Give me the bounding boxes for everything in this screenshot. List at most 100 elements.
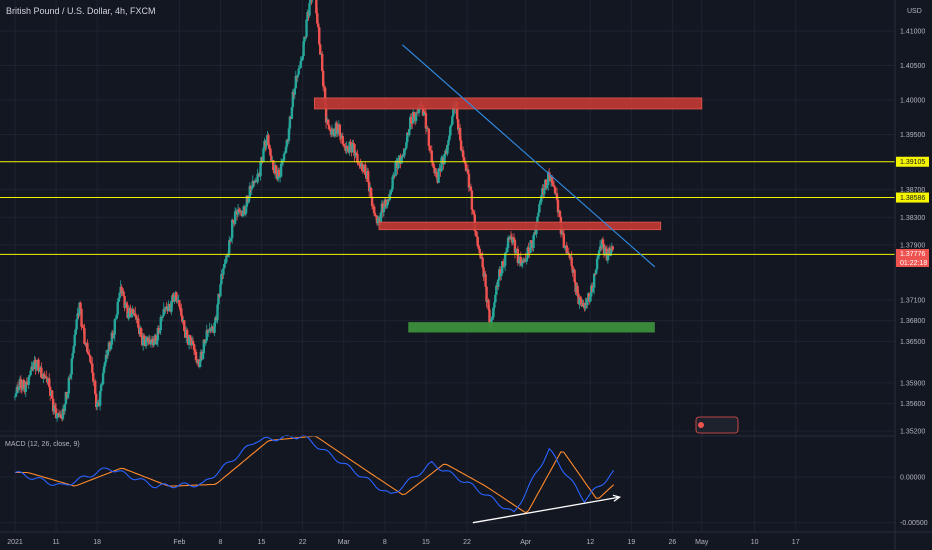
candle-body	[272, 160, 275, 170]
candle-body	[102, 366, 106, 373]
candle-body	[459, 140, 463, 151]
candle-body	[156, 328, 160, 341]
candle-body	[188, 335, 192, 338]
candle-body	[506, 237, 510, 249]
zones-layer	[313, 97, 703, 333]
candle-body	[525, 258, 528, 262]
currency-label: USD	[907, 8, 922, 15]
candle-body	[296, 74, 299, 78]
candle-body	[609, 250, 613, 256]
time-tick-label: 18	[93, 539, 101, 546]
candle-body	[315, 0, 318, 14]
level-tag-box	[896, 156, 929, 167]
candle-body	[458, 127, 462, 141]
candle-body	[367, 181, 371, 192]
candle-body	[516, 248, 520, 263]
candle-body	[75, 319, 78, 330]
divergence-arrow	[472, 496, 620, 524]
candle-body	[63, 404, 67, 411]
candle-body	[158, 330, 161, 334]
candle-body	[472, 212, 476, 215]
candle-body	[319, 44, 322, 55]
candle-body	[298, 67, 301, 69]
indicator-badge[interactable]	[695, 416, 739, 434]
current-price-value: 1.37776	[900, 251, 925, 258]
candle-body	[371, 206, 375, 207]
candle-body	[335, 123, 339, 134]
candle-body	[376, 218, 380, 224]
candle-body	[52, 405, 56, 412]
candle-body	[385, 204, 388, 207]
candle-body	[462, 157, 466, 162]
candle-body	[304, 36, 307, 38]
macd-tick-label: 0.00000	[900, 475, 925, 482]
candle-body	[586, 299, 589, 306]
candle-body	[268, 144, 271, 149]
candle-body	[450, 124, 453, 127]
candle-body	[478, 248, 481, 254]
candle-body	[22, 379, 26, 389]
candle-body	[563, 247, 567, 249]
candle-body	[567, 252, 570, 254]
candle-body	[316, 13, 319, 24]
candle-body	[106, 349, 110, 356]
price-tick-label: 1.38700	[900, 187, 925, 194]
candle-body	[481, 257, 484, 268]
candle-body	[41, 377, 44, 379]
candle-body	[19, 379, 23, 389]
price-tick-label: 1.37100	[900, 298, 925, 305]
candle-body	[37, 359, 40, 372]
candle-body	[346, 146, 349, 149]
resistance-zone	[378, 221, 662, 231]
candle-body	[181, 315, 184, 322]
candle-body	[135, 315, 138, 320]
candle-body	[51, 398, 55, 412]
candle-body	[540, 195, 543, 203]
candle-body	[90, 362, 93, 364]
candle-body	[539, 202, 542, 205]
candle-body	[565, 245, 568, 254]
time-axis[interactable]: 2021 11 18 Feb 8 15 22 Mar 8 15 22 Apr 12 19 26 May 10 17	[7, 539, 799, 546]
candle-body	[114, 318, 117, 320]
candle-body	[28, 375, 31, 377]
candle-body	[449, 126, 452, 136]
macd-tick-label: -0.00500	[900, 520, 928, 527]
candle-body	[211, 326, 214, 329]
candle-body	[416, 112, 420, 114]
candle-body	[50, 390, 54, 399]
candle-body	[488, 309, 491, 325]
price-axis[interactable]: 1.41000 1.40500 1.40000 1.39500 1.38700 1.383…	[900, 29, 928, 528]
candle-body	[432, 166, 435, 169]
price-tick-label: 1.38300	[900, 215, 925, 222]
candle-body	[79, 302, 82, 309]
candle-body	[244, 206, 248, 215]
candle-body	[555, 193, 559, 200]
candle-body	[323, 87, 327, 104]
candle-body	[352, 143, 355, 145]
candle-body	[279, 163, 283, 177]
candle-body	[373, 212, 377, 216]
candle-body	[490, 318, 493, 325]
candle-body	[202, 339, 206, 354]
candle-body	[306, 12, 309, 20]
candle-body	[87, 352, 90, 355]
candle-body	[225, 255, 228, 263]
candle-body	[201, 353, 205, 359]
candle-body	[330, 130, 334, 135]
candle-body	[277, 169, 281, 177]
candle-body	[484, 274, 487, 287]
candle-body	[369, 187, 373, 197]
candle-body	[117, 298, 120, 302]
candle-body	[103, 362, 107, 367]
candle-body	[89, 355, 92, 363]
trendline[interactable]	[402, 44, 656, 268]
candle-body	[543, 188, 546, 195]
candle-body	[545, 179, 548, 188]
candle-body	[149, 341, 153, 344]
candle-body	[91, 363, 94, 373]
divergence-arrow-head	[612, 494, 622, 502]
candle-body	[287, 128, 291, 141]
candle-body	[301, 56, 304, 59]
candle-body	[433, 168, 436, 174]
